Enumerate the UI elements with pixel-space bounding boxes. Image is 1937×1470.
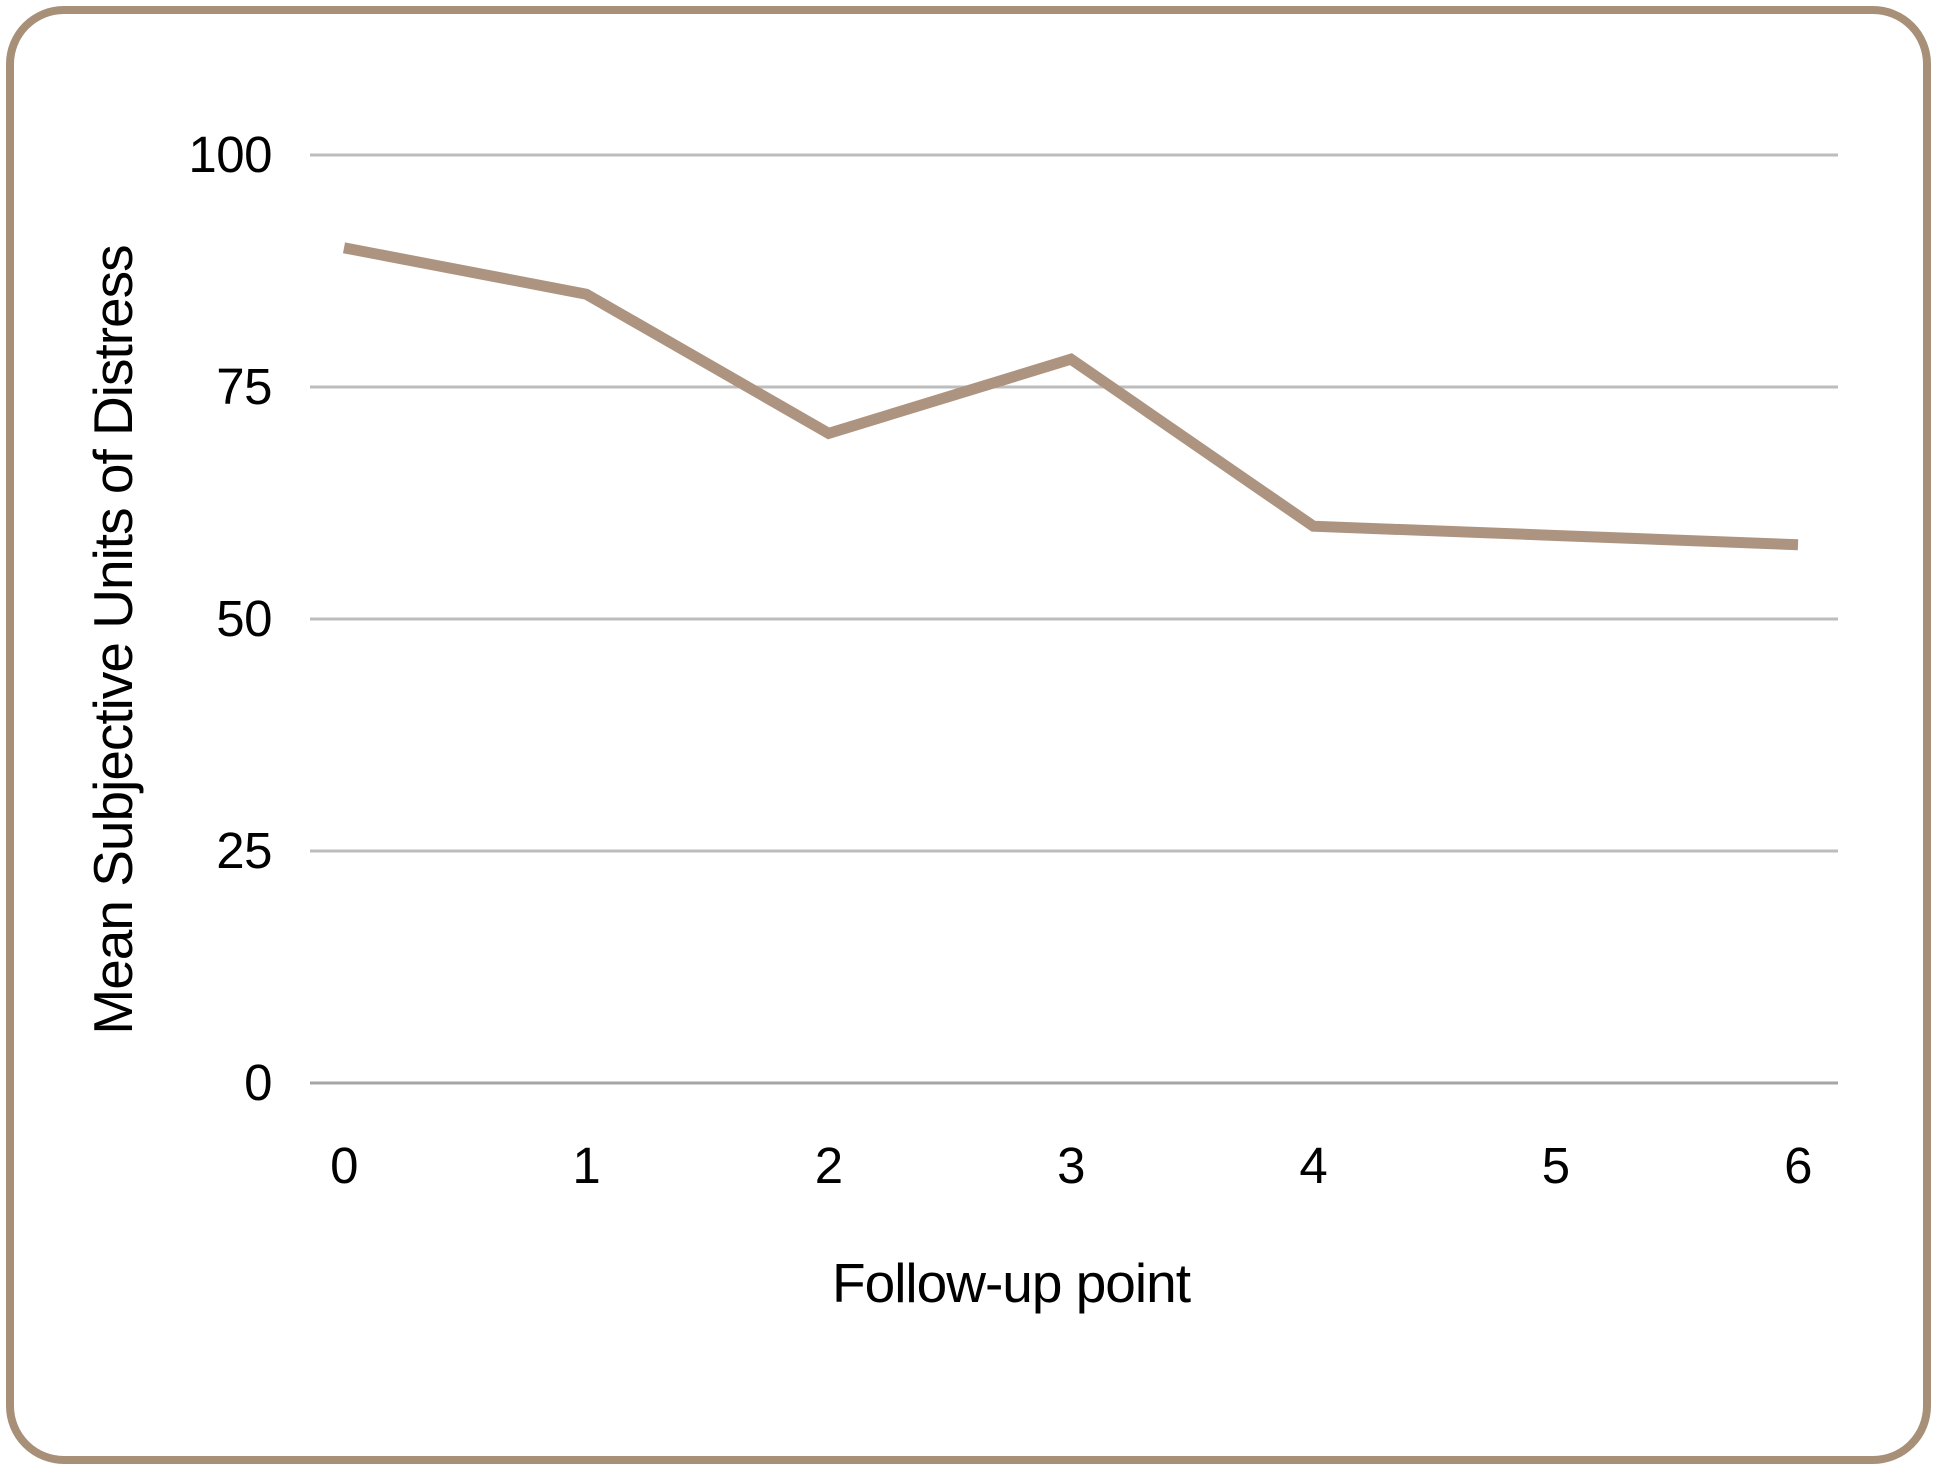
x-tick-label-1: 1: [572, 1137, 600, 1194]
gridlines: [310, 153, 1838, 1085]
y-tick-label-25: 25: [216, 822, 272, 879]
y-axis-title: Mean Subjective Units of Distress: [82, 245, 144, 1034]
x-axis-title: Follow-up point: [832, 1252, 1191, 1314]
x-tick-label-2: 2: [815, 1137, 843, 1194]
figure-border: [6, 6, 1931, 1464]
x-tick-label-5: 5: [1542, 1137, 1570, 1194]
x-tick-label-3: 3: [1057, 1137, 1085, 1194]
y-tick-label-75: 75: [216, 358, 272, 415]
distress-line: [342, 242, 1799, 551]
y-axis-tick-labels: 0 25 50 75 100: [188, 126, 272, 1111]
y-tick-label-100: 100: [188, 126, 272, 183]
x-axis-tick-labels: 0 1 2 3 4 5 6: [330, 1137, 1812, 1194]
x-tick-label-4: 4: [1299, 1137, 1327, 1194]
x-tick-label-0: 0: [330, 1137, 358, 1194]
y-tick-label-50: 50: [216, 590, 272, 647]
series-layer: [342, 242, 1799, 551]
x-tick-label-6: 6: [1784, 1137, 1812, 1194]
y-tick-label-0: 0: [244, 1054, 272, 1111]
